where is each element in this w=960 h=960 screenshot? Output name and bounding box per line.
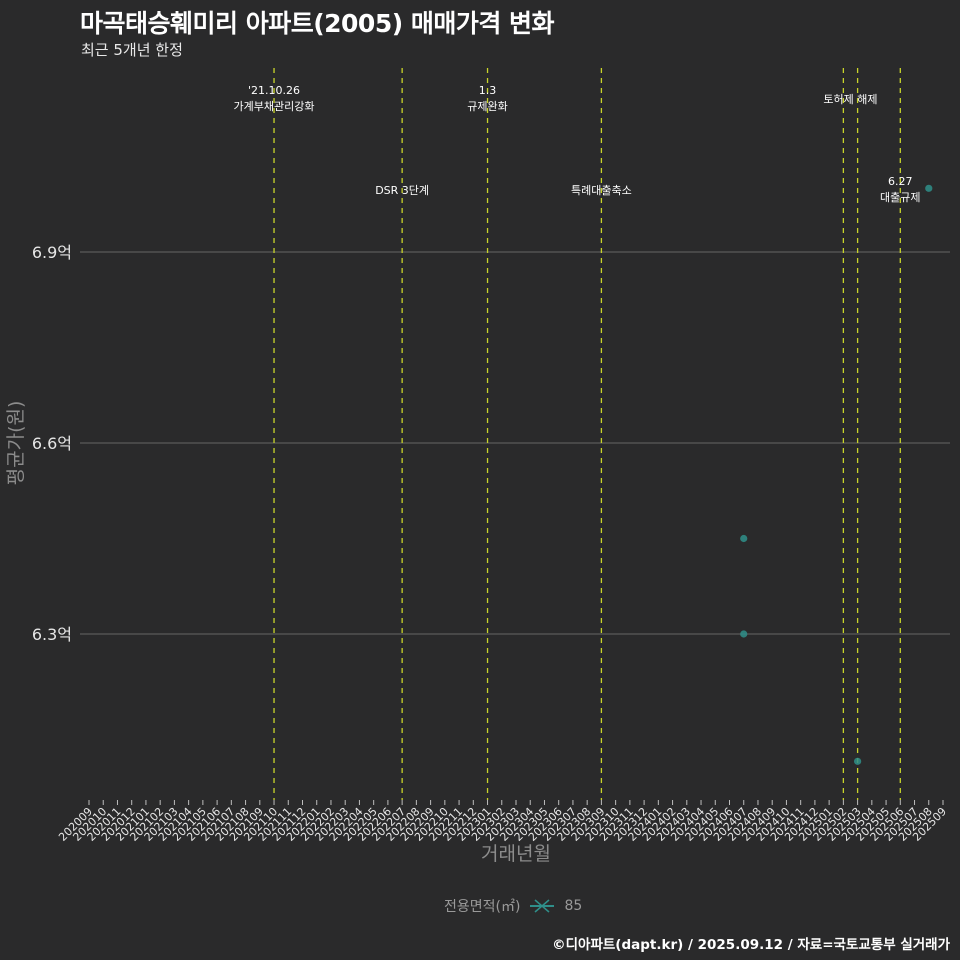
legend-title: 전용면적(㎡) <box>444 899 521 915</box>
y-axis-label: 평균가(원) <box>5 401 27 486</box>
data-point <box>740 534 748 543</box>
data-point <box>925 184 933 192</box>
event-label: '21.10.26 <box>248 84 300 97</box>
event-label: 가계부채관리강화 <box>234 100 315 113</box>
data-point <box>854 757 862 765</box>
x-axis: 2020092020102020112020122021012021022021… <box>56 800 949 844</box>
gridlines <box>80 251 950 635</box>
event-label: 1.3 <box>479 84 497 97</box>
legend: 전용면적(㎡) 85 <box>444 896 582 916</box>
event-label: DSR 3단계 <box>375 184 429 197</box>
chart-subtitle: 최근 5개년 한정 <box>81 41 183 59</box>
data-points <box>740 184 933 765</box>
y-axis: 6.3억 6.6억 6.9억 <box>32 243 72 644</box>
event-label: 규제완화 <box>467 100 507 113</box>
chart-title: 마곡태승훼미리 아파트(2005) 매매가격 변화 <box>80 9 555 38</box>
event-label: 토허제 해제 <box>823 92 877 106</box>
event-label: 특례대출축소 <box>571 184 632 197</box>
x-axis-label: 거래년월 <box>481 843 551 865</box>
data-point <box>740 630 748 638</box>
event-label: 6.27 <box>888 175 913 188</box>
footer-credit: ©디아파트(dapt.kr) / 2025.09.12 / 자료=국토교통부 실… <box>552 937 950 953</box>
legend-key-icon <box>528 897 556 915</box>
y-tick-label: 6.6억 <box>32 434 72 453</box>
y-tick-label: 6.9억 <box>32 243 72 262</box>
legend-item-85: 85 <box>564 898 583 914</box>
event-label: 대출규제 <box>880 191 920 204</box>
y-tick-label: 6.3억 <box>32 625 72 644</box>
